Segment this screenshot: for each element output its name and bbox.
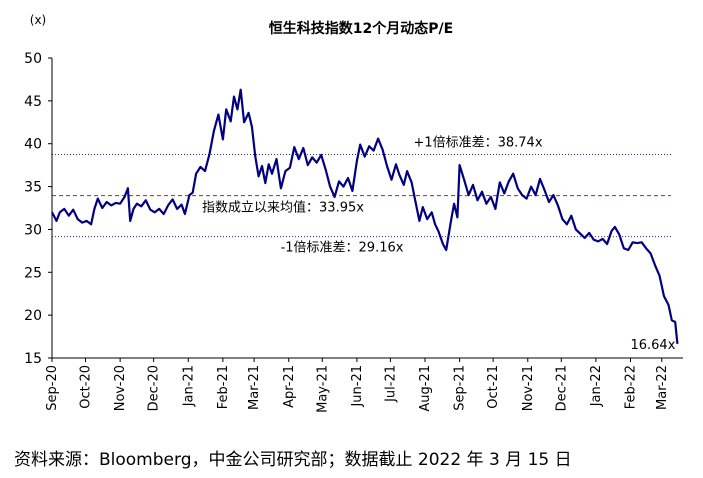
x-tick-label: Dec-20 <box>147 365 162 411</box>
x-tick-label: Oct-20 <box>79 365 94 409</box>
x-tick-label: Jul-21 <box>383 365 398 403</box>
x-tick-label: Mar-21 <box>247 365 262 410</box>
last-value-label: 16.64x <box>630 338 675 353</box>
x-tick-label: Jan-22 <box>589 365 604 407</box>
y-tick-label: 50 <box>24 51 42 67</box>
x-tick-label: Feb-21 <box>216 365 231 409</box>
x-tick-label: Sep-20 <box>45 365 60 411</box>
series-line <box>51 88 679 345</box>
x-tick-label: Jan-21 <box>181 365 196 407</box>
x-tick-label: Mar-22 <box>655 365 670 410</box>
reference-line-label: +1倍标准差：38.74x <box>413 136 542 151</box>
y-tick-label: 40 <box>24 137 42 153</box>
x-tick-label: Nov-21 <box>521 365 536 411</box>
y-tick-label: 35 <box>24 180 42 196</box>
x-tick-label: Aug-21 <box>418 365 433 412</box>
y-tick-label: 25 <box>24 265 42 281</box>
chart-title: 恒生科技指数12个月动态P/E <box>269 20 453 37</box>
reference-lines <box>52 154 671 238</box>
x-tick-label: May-21 <box>315 365 330 413</box>
y-axis-label: (x) <box>30 13 46 27</box>
annotations: +1倍标准差：38.74x 指数成立以来均值：33.95x -1倍标准差：29.16… <box>202 136 676 353</box>
x-tick-label: Sep-21 <box>453 365 468 411</box>
x-tick-label: Jun-21 <box>350 365 365 408</box>
y-tick-label: 15 <box>24 351 42 367</box>
axes: 15 20 25 30 35 40 45 50 Sep-20 Oct-20 Nov-20 Dec-20… <box>24 51 683 413</box>
x-tick-label: Oct-21 <box>486 365 501 409</box>
series-layer <box>51 88 679 345</box>
source-note: 资料来源：Bloomberg，中金公司研究部；数据截止 2022 年 3 月 1… <box>14 450 572 470</box>
y-tick-label: 30 <box>24 222 42 238</box>
y-tick-label: 45 <box>24 94 42 110</box>
x-tick-label: Dec-21 <box>554 365 569 411</box>
x-tick-label: Apr-21 <box>282 365 297 408</box>
reference-line-label: -1倍标准差：29.16x <box>281 241 404 256</box>
x-tick-label: Nov-20 <box>113 365 128 411</box>
x-tick-label: Feb-22 <box>624 365 639 409</box>
y-tick-label: 20 <box>24 308 42 324</box>
reference-line-label: 指数成立以来均值：33.95x <box>202 200 364 216</box>
